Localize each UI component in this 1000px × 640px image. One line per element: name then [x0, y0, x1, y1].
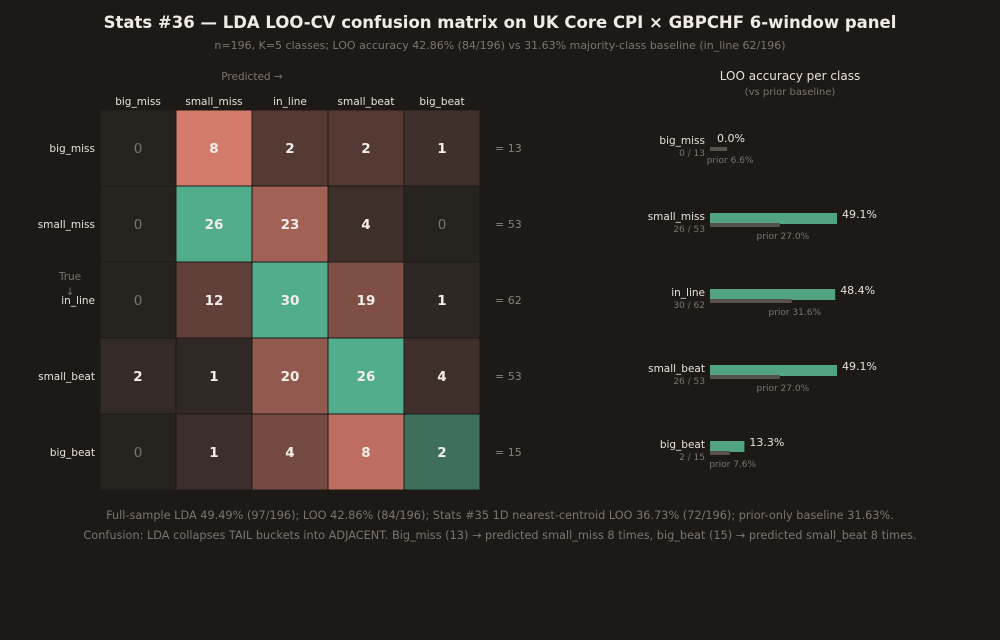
prior-bar — [710, 299, 792, 303]
heatmap-y-axis-label: True — [58, 271, 81, 283]
bar-chart-title: LOO accuracy per class — [720, 69, 860, 83]
heatmap-cell-value: 1 — [209, 369, 218, 385]
heatmap-cell — [403, 337, 481, 415]
heatmap-cell — [175, 109, 253, 187]
prior-value-label: prior 31.6% — [768, 308, 821, 318]
bar-category-label: in_line — [671, 287, 705, 299]
heatmap-cell-value: 2 — [437, 445, 446, 461]
heatmap-cell — [251, 413, 329, 491]
prior-value-label: prior 7.6% — [709, 460, 756, 470]
accuracy-value-label: 49.1% — [842, 360, 877, 373]
heatmap-cell — [327, 413, 405, 491]
accuracy-value-label: 49.1% — [842, 208, 877, 221]
heatmap-cell-value: 1 — [209, 445, 218, 461]
heatmap-cell-value: 0 — [134, 217, 143, 233]
accuracy-value-label: 0.0% — [717, 132, 745, 145]
chart-title: Stats #36 — LDA LOO-CV confusion matrix … — [103, 13, 897, 32]
heatmap-column-label: in_line — [273, 96, 307, 108]
heatmap-cell-value: 4 — [361, 217, 370, 233]
prior-bar — [710, 451, 730, 455]
heatmap-cell — [327, 185, 405, 263]
accuracy-value-label: 48.4% — [840, 284, 875, 297]
heatmap-cell-value: 1 — [437, 293, 446, 309]
prior-value-label: prior 27.0% — [757, 232, 810, 242]
prior-bar — [710, 147, 728, 151]
accuracy-bar — [710, 441, 745, 452]
bar-category-label: big_beat — [660, 439, 705, 451]
heatmap-cell-value: 2 — [361, 141, 370, 157]
heatmap-cell-value: 19 — [357, 293, 376, 309]
heatmap-cell-value: 26 — [205, 217, 224, 233]
heatmap-cell — [175, 261, 253, 339]
heatmap-row-total: = 53 — [495, 218, 522, 231]
prior-value-label: prior 6.6% — [707, 156, 754, 166]
heatmap-cell-value: 0 — [134, 445, 143, 461]
bar-fraction-label: 2 / 15 — [679, 453, 705, 463]
footer-note-1: Full-sample LDA 49.49% (97/196); LOO 42.… — [106, 509, 894, 522]
bar-category-label: small_beat — [648, 363, 705, 375]
heatmap-cell-value: 8 — [361, 445, 370, 461]
heatmap-cell — [175, 337, 253, 415]
heatmap-y-axis-arrow: ↓ — [66, 286, 75, 298]
heatmap-column-label: big_miss — [115, 96, 161, 108]
heatmap-cell-value: 2 — [133, 369, 142, 385]
heatmap-cell-value: 2 — [285, 141, 294, 157]
bar-category-label: big_miss — [659, 135, 705, 147]
heatmap-row-label: big_miss — [49, 143, 95, 155]
accuracy-bar — [710, 289, 836, 300]
heatmap-cell — [99, 413, 177, 491]
heatmap-cell — [251, 185, 329, 263]
accuracy-bar — [710, 213, 837, 224]
heatmap-cell — [403, 109, 481, 187]
heatmap-x-axis-label: Predicted → — [221, 71, 283, 83]
accuracy-bar — [710, 365, 837, 376]
bar-fraction-label: 0 / 13 — [679, 149, 705, 159]
heatmap-cell — [99, 109, 177, 187]
heatmap-row-total: = 62 — [495, 294, 522, 307]
prior-value-label: prior 27.0% — [757, 384, 810, 394]
heatmap-cell-value: 26 — [357, 369, 376, 385]
footer-note-2: Confusion: LDA collapses TAIL buckets in… — [83, 529, 917, 542]
heatmap-cell-value: 0 — [134, 141, 143, 157]
heatmap-row-label: big_beat — [50, 447, 95, 459]
heatmap-row-total: = 13 — [495, 142, 522, 155]
heatmap-cell — [251, 337, 329, 415]
heatmap-column-label: big_beat — [419, 96, 464, 108]
heatmap-cell-value: 0 — [134, 293, 143, 309]
heatmap-cell — [251, 261, 329, 339]
heatmap-cell-value: 8 — [209, 141, 218, 157]
heatmap-cell — [99, 337, 177, 415]
heatmap-row-label: in_line — [61, 295, 95, 307]
prior-bar — [710, 375, 780, 379]
heatmap-cell-value: 23 — [281, 217, 300, 233]
accuracy-value-label: 13.3% — [749, 436, 784, 449]
heatmap-cell — [175, 413, 253, 491]
heatmap-cell — [175, 185, 253, 263]
bar-fraction-label: 26 / 53 — [673, 377, 705, 387]
heatmap-row-label: small_miss — [38, 219, 95, 231]
heatmap-cell-value: 20 — [281, 369, 300, 385]
heatmap-row-total: = 15 — [495, 446, 522, 459]
prior-bar — [710, 223, 780, 227]
bar-chart-subtitle: (vs prior baseline) — [745, 87, 836, 98]
heatmap-cell — [403, 261, 481, 339]
heatmap-cell — [403, 413, 481, 491]
heatmap-cell — [251, 109, 329, 187]
heatmap-row-label: small_beat — [38, 371, 95, 383]
heatmap-column-label: small_beat — [338, 96, 395, 108]
heatmap-row-total: = 53 — [495, 370, 522, 383]
heatmap-cell — [327, 337, 405, 415]
heatmap-cell-value: 30 — [281, 293, 300, 309]
heatmap-cell-value: 0 — [438, 217, 447, 233]
bar-category-label: small_miss — [648, 211, 705, 223]
heatmap-cell-value: 4 — [437, 369, 446, 385]
bar-fraction-label: 26 / 53 — [673, 225, 705, 235]
heatmap-cell-value: 4 — [285, 445, 294, 461]
heatmap-cell-value: 1 — [437, 141, 446, 157]
bar-fraction-label: 30 / 62 — [673, 301, 705, 311]
heatmap-column-label: small_miss — [185, 96, 242, 108]
heatmap-cell-value: 12 — [205, 293, 224, 309]
chart-subtitle: n=196, K=5 classes; LOO accuracy 42.86% … — [214, 39, 786, 52]
